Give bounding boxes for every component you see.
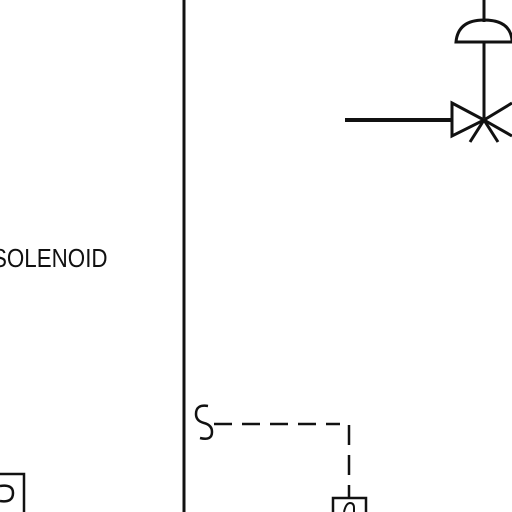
- solenoid-label: SOLENOID: [0, 245, 108, 271]
- signal-s-curve: [196, 406, 212, 439]
- left-partial-box-symbol: [0, 486, 13, 502]
- valve-body-left-triangle: [452, 103, 484, 136]
- diaphragm-actuator-dome: [456, 20, 512, 42]
- instrument-box-symbol: [344, 503, 354, 512]
- valve-body-right-triangle: [484, 103, 512, 136]
- instrument-box: [333, 498, 366, 512]
